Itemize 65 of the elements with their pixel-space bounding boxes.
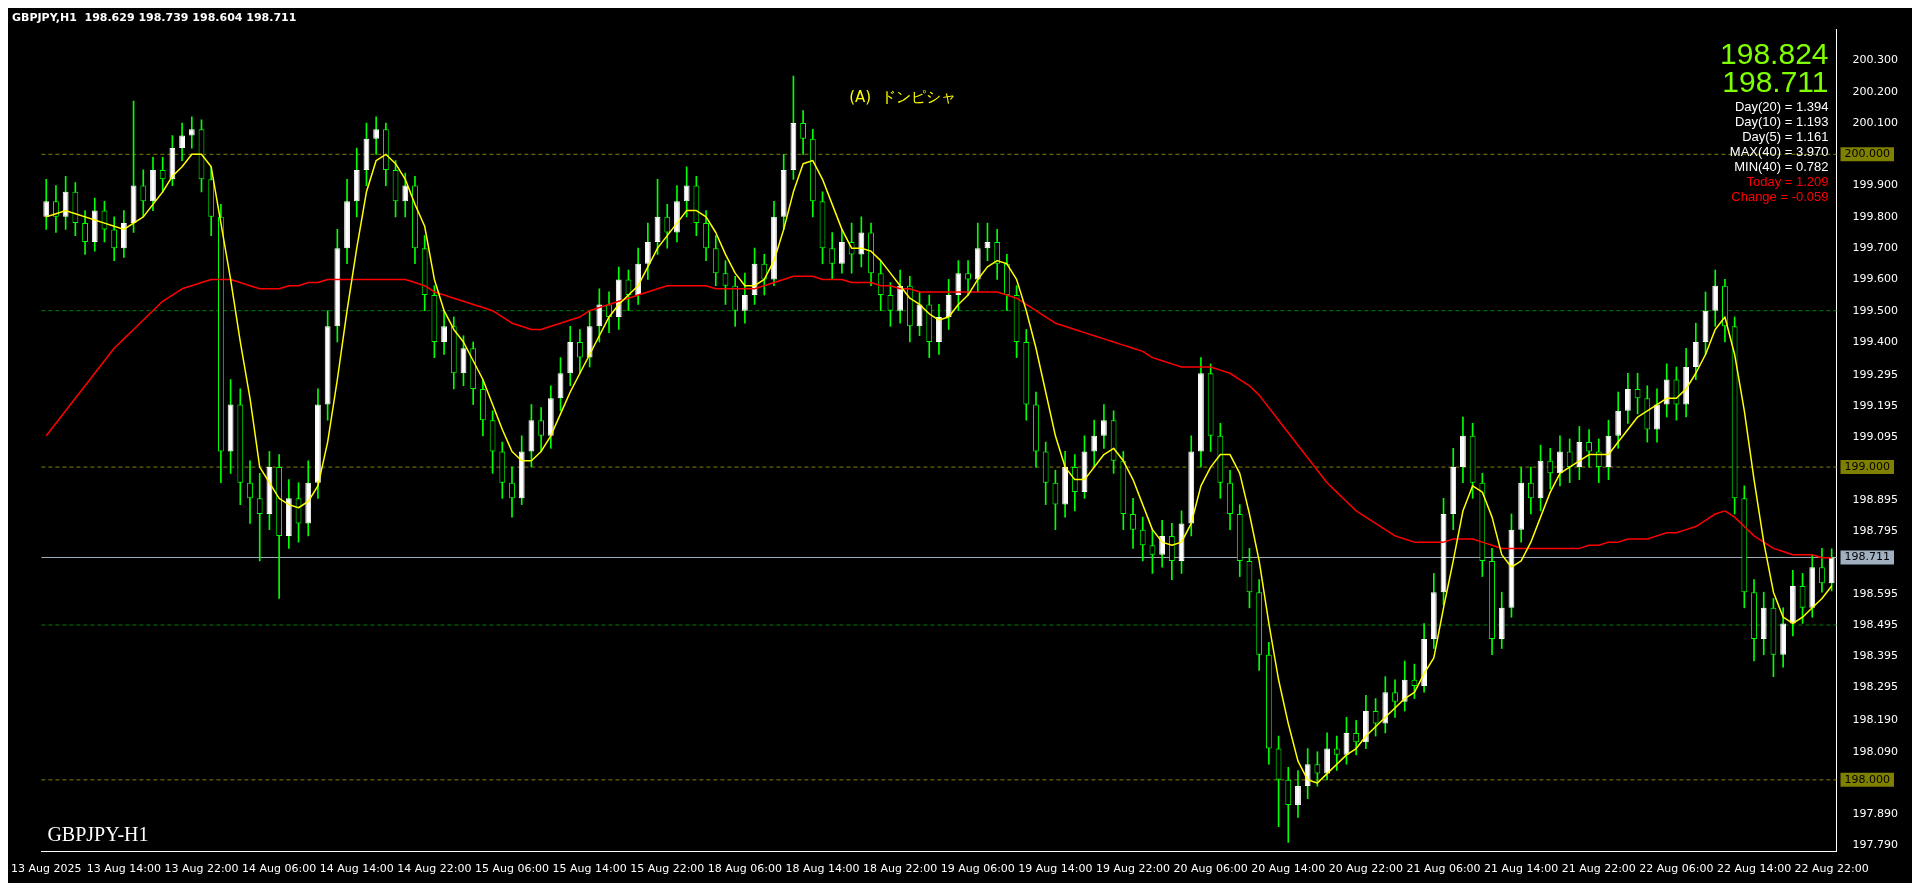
y-tick-label: 197.890 (1852, 807, 1899, 821)
y-tick-label: 198.395 (1852, 649, 1899, 663)
x-tick-label: 14 Aug 22:00 (397, 862, 472, 876)
y-tick-label: 198.595 (1852, 586, 1899, 600)
x-tick-label: 20 Aug 14:00 (1251, 862, 1326, 876)
chart-title: GBPJPY,H1 198.629 198.739 198.604 198.711 (12, 11, 297, 25)
x-tick-label: 15 Aug 22:00 (630, 862, 705, 876)
x-tick-label: 13 Aug 14:00 (86, 862, 161, 876)
y-tick-label: 198.295 (1852, 680, 1899, 694)
y-tick-label: 198.895 (1852, 492, 1899, 506)
x-tick-label: 20 Aug 22:00 (1328, 862, 1403, 876)
y-tick-label: 200.100 (1852, 115, 1899, 129)
y-tick-label: 199.095 (1852, 430, 1899, 444)
annotation: MAX(40) = 3.970 (1729, 144, 1829, 160)
candlestick (373, 116, 380, 155)
x-tick-label: 20 Aug 06:00 (1173, 862, 1248, 876)
x-tick-label: 14 Aug 06:00 (242, 862, 317, 876)
ref-line-label: 198.711 (1844, 550, 1891, 564)
y-tick-label: 199.400 (1852, 334, 1899, 348)
y-tick-label: 198.495 (1852, 617, 1899, 631)
x-tick-label: 22 Aug 06:00 (1639, 862, 1714, 876)
ref-line-label: 199.000 (1844, 459, 1891, 473)
y-tick-label: 199.600 (1852, 272, 1899, 286)
x-tick-label: 13 Aug 22:00 (164, 862, 239, 876)
ref-line-label: 198.000 (1844, 772, 1891, 786)
x-tick-label: 18 Aug 14:00 (785, 862, 860, 876)
annotation: Day(20) = 1.394 (1734, 99, 1829, 115)
annotation: (A) ドンピシャ (849, 87, 956, 106)
x-tick-label: 14 Aug 14:00 (319, 862, 394, 876)
x-tick-label: 21 Aug 06:00 (1406, 862, 1481, 876)
x-tick-label: 19 Aug 14:00 (1018, 862, 1093, 876)
x-tick-label: 22 Aug 14:00 (1716, 862, 1792, 876)
y-tick-label: 198.795 (1852, 524, 1899, 538)
x-tick-label: 21 Aug 14:00 (1484, 862, 1559, 876)
x-tick-label: 19 Aug 06:00 (940, 862, 1015, 876)
candlestick (1333, 735, 1340, 771)
y-tick-label: 199.900 (1852, 178, 1899, 192)
y-tick-label: 199.700 (1852, 241, 1899, 254)
annotation: MIN(40) = 0.782 (1734, 159, 1829, 175)
annotation: GBPJPY-H1 (47, 823, 149, 846)
candlestick (256, 473, 263, 562)
annotation: Change = -0.059 (1731, 189, 1829, 205)
annotation: Day(10) = 1.193 (1734, 114, 1829, 130)
y-tick-label: 200.200 (1852, 84, 1899, 98)
annotation: Today = 1.209 (1746, 174, 1829, 190)
x-tick-label: 15 Aug 14:00 (552, 862, 627, 876)
annotation: Day(5) = 1.161 (1742, 129, 1829, 145)
x-tick-label: 22 Aug 22:00 (1794, 862, 1869, 876)
y-tick-label: 198.190 (1852, 713, 1899, 727)
y-tick-label: 199.295 (1852, 367, 1899, 381)
y-tick-label: 199.195 (1852, 398, 1899, 412)
y-tick-label: 200.300 (1852, 53, 1899, 67)
x-tick-label: 21 Aug 22:00 (1561, 862, 1636, 876)
x-tick-label: 15 Aug 06:00 (474, 862, 550, 876)
x-tick-label: 19 Aug 22:00 (1095, 862, 1171, 876)
y-tick-label: 198.090 (1852, 744, 1899, 758)
y-tick-label: 197.790 (1852, 838, 1899, 852)
x-tick-label: 13 Aug 2025 (11, 862, 82, 876)
x-tick-label: 18 Aug 06:00 (707, 862, 782, 876)
y-tick-label: 199.500 (1852, 303, 1899, 317)
candlestick (188, 116, 195, 149)
ref-line-label: 200.000 (1844, 147, 1891, 161)
y-tick-label: 199.800 (1852, 209, 1899, 223)
x-tick-label: 18 Aug 22:00 (863, 862, 938, 876)
candlestick (965, 260, 971, 296)
